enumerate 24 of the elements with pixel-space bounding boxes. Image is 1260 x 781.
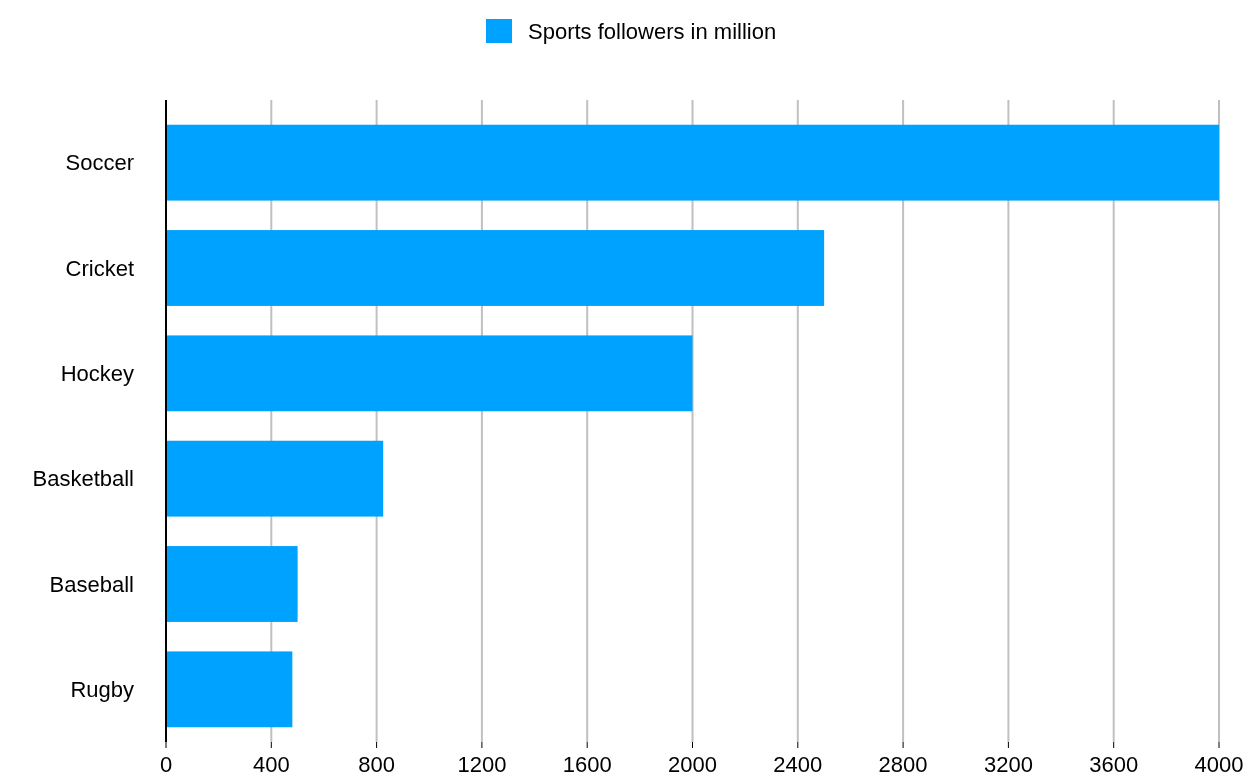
bar xyxy=(166,440,384,517)
x-tick-label: 400 xyxy=(252,752,290,777)
y-tick-label: Soccer xyxy=(65,150,134,176)
bar xyxy=(166,230,825,306)
bar xyxy=(166,335,693,412)
x-tick-label: 2800 xyxy=(878,752,928,777)
x-tick-label: 0 xyxy=(159,752,173,777)
x-tick-label: 1600 xyxy=(562,752,612,777)
x-tick-label: 2000 xyxy=(668,752,717,777)
y-tick-label: Rugby xyxy=(70,677,134,703)
x-tick-label: 4000 xyxy=(1194,752,1244,777)
y-tick-label: Basketball xyxy=(32,466,134,492)
x-tick-label: 3600 xyxy=(1089,752,1139,777)
legend-label: Sports followers in million xyxy=(528,18,777,44)
x-tick-label: 1200 xyxy=(457,752,507,777)
x-tick-label: 800 xyxy=(358,752,395,777)
bar xyxy=(166,651,293,728)
y-tick-label: Hockey xyxy=(60,361,134,387)
y-tick-label: Baseball xyxy=(49,571,134,597)
bar xyxy=(166,124,1219,201)
bar xyxy=(166,546,298,622)
x-tick-label: 2400 xyxy=(773,752,823,777)
x-tick-label: 3200 xyxy=(983,752,1033,777)
y-tick-label: Cricket xyxy=(65,255,134,281)
